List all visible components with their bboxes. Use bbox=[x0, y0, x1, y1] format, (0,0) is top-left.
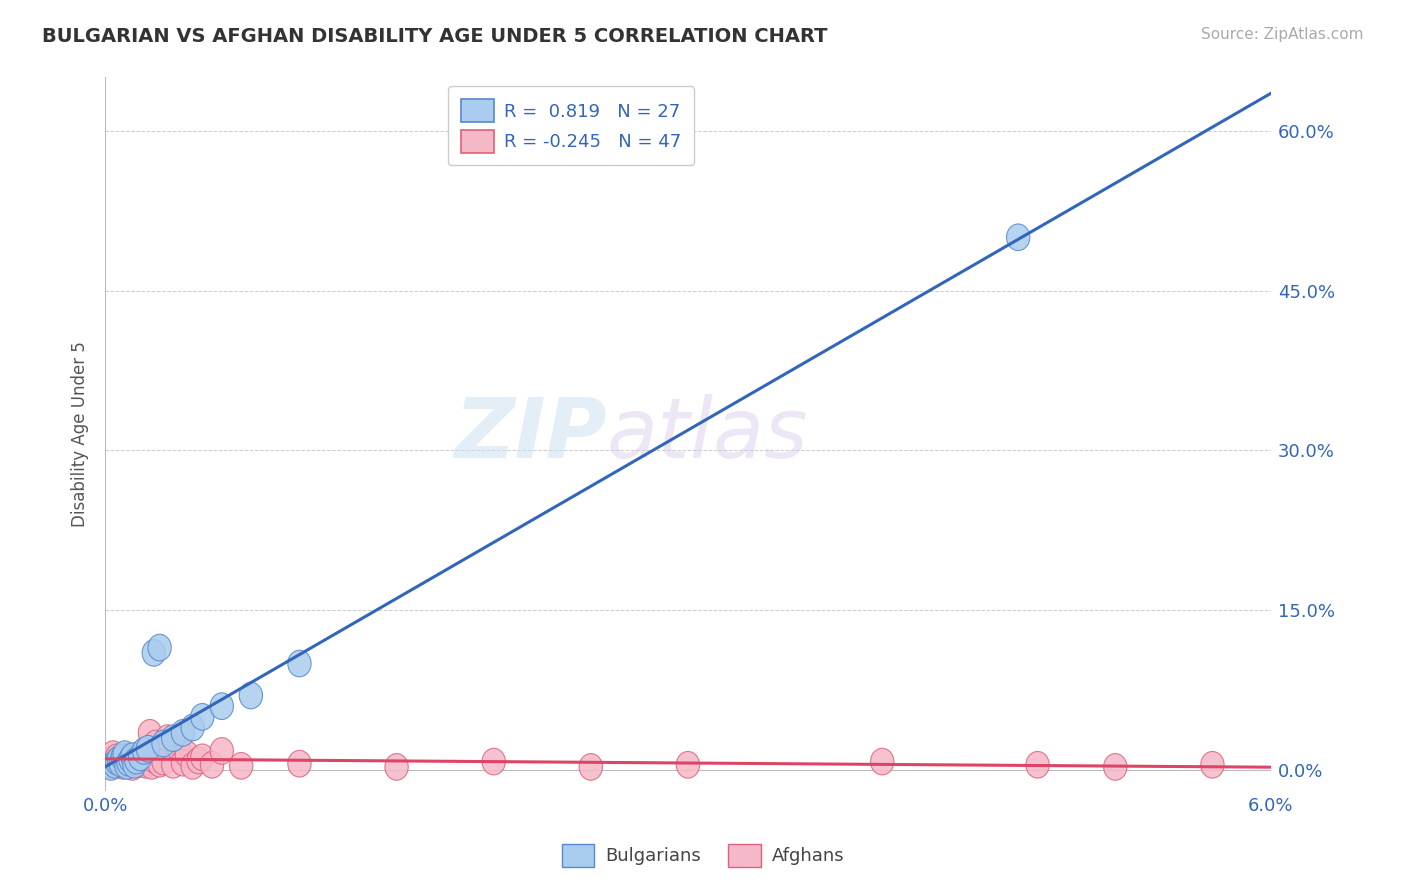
Ellipse shape bbox=[579, 754, 603, 780]
Ellipse shape bbox=[385, 754, 408, 780]
Text: ZIP: ZIP bbox=[454, 394, 606, 475]
Ellipse shape bbox=[288, 650, 311, 677]
Text: atlas: atlas bbox=[606, 394, 808, 475]
Ellipse shape bbox=[111, 744, 135, 771]
Ellipse shape bbox=[176, 741, 198, 767]
Ellipse shape bbox=[112, 748, 136, 775]
Ellipse shape bbox=[117, 751, 141, 778]
Ellipse shape bbox=[103, 751, 127, 778]
Ellipse shape bbox=[100, 746, 122, 772]
Ellipse shape bbox=[162, 725, 184, 751]
Ellipse shape bbox=[136, 736, 160, 762]
Ellipse shape bbox=[141, 753, 163, 780]
Ellipse shape bbox=[148, 750, 172, 777]
Ellipse shape bbox=[136, 748, 160, 775]
Text: 6.0%: 6.0% bbox=[1249, 797, 1294, 814]
Ellipse shape bbox=[135, 751, 157, 778]
Ellipse shape bbox=[181, 753, 204, 780]
Ellipse shape bbox=[152, 731, 176, 756]
Ellipse shape bbox=[101, 741, 125, 767]
Ellipse shape bbox=[107, 746, 131, 772]
Text: BULGARIAN VS AFGHAN DISABILITY AGE UNDER 5 CORRELATION CHART: BULGARIAN VS AFGHAN DISABILITY AGE UNDER… bbox=[42, 27, 828, 45]
Ellipse shape bbox=[117, 749, 141, 776]
Ellipse shape bbox=[172, 720, 194, 746]
Ellipse shape bbox=[239, 682, 263, 709]
Ellipse shape bbox=[1026, 751, 1049, 778]
Ellipse shape bbox=[132, 738, 156, 764]
Ellipse shape bbox=[142, 746, 166, 772]
Ellipse shape bbox=[870, 748, 894, 775]
Legend: R =  0.819   N = 27, R = -0.245   N = 47: R = 0.819 N = 27, R = -0.245 N = 47 bbox=[449, 87, 695, 165]
Ellipse shape bbox=[112, 741, 136, 767]
Ellipse shape bbox=[181, 714, 204, 741]
Ellipse shape bbox=[148, 634, 172, 661]
Text: 0.0%: 0.0% bbox=[83, 797, 128, 814]
Ellipse shape bbox=[1007, 224, 1029, 251]
Ellipse shape bbox=[121, 754, 143, 780]
Ellipse shape bbox=[111, 753, 135, 780]
Text: Source: ZipAtlas.com: Source: ZipAtlas.com bbox=[1201, 27, 1364, 42]
Ellipse shape bbox=[142, 640, 166, 666]
Ellipse shape bbox=[103, 748, 127, 775]
Ellipse shape bbox=[97, 751, 121, 778]
Ellipse shape bbox=[676, 751, 700, 778]
Ellipse shape bbox=[1104, 754, 1128, 780]
Ellipse shape bbox=[156, 725, 179, 751]
Ellipse shape bbox=[115, 753, 138, 780]
Y-axis label: Disability Age Under 5: Disability Age Under 5 bbox=[72, 342, 89, 527]
Ellipse shape bbox=[125, 749, 148, 776]
Ellipse shape bbox=[187, 747, 209, 774]
Ellipse shape bbox=[105, 748, 128, 775]
Ellipse shape bbox=[143, 731, 167, 756]
Ellipse shape bbox=[152, 748, 176, 775]
Ellipse shape bbox=[115, 743, 138, 770]
Ellipse shape bbox=[105, 744, 128, 771]
Ellipse shape bbox=[120, 747, 142, 774]
Ellipse shape bbox=[100, 754, 122, 780]
Ellipse shape bbox=[209, 738, 233, 764]
Ellipse shape bbox=[288, 750, 311, 777]
Ellipse shape bbox=[1201, 751, 1225, 778]
Ellipse shape bbox=[162, 751, 184, 778]
Ellipse shape bbox=[125, 747, 148, 774]
Ellipse shape bbox=[131, 747, 153, 774]
Ellipse shape bbox=[110, 746, 132, 772]
Ellipse shape bbox=[110, 750, 132, 777]
Ellipse shape bbox=[107, 750, 131, 777]
Ellipse shape bbox=[482, 748, 505, 775]
Ellipse shape bbox=[191, 704, 214, 731]
Ellipse shape bbox=[132, 739, 156, 766]
Legend: Bulgarians, Afghans: Bulgarians, Afghans bbox=[555, 837, 851, 874]
Ellipse shape bbox=[201, 751, 224, 778]
Ellipse shape bbox=[120, 746, 142, 772]
Ellipse shape bbox=[191, 744, 214, 771]
Ellipse shape bbox=[122, 745, 146, 772]
Ellipse shape bbox=[209, 693, 233, 720]
Ellipse shape bbox=[128, 744, 152, 771]
Ellipse shape bbox=[122, 751, 146, 778]
Ellipse shape bbox=[229, 753, 253, 780]
Ellipse shape bbox=[128, 750, 152, 777]
Ellipse shape bbox=[121, 743, 143, 770]
Ellipse shape bbox=[172, 749, 194, 776]
Ellipse shape bbox=[167, 736, 191, 762]
Ellipse shape bbox=[127, 742, 150, 769]
Ellipse shape bbox=[138, 720, 162, 746]
